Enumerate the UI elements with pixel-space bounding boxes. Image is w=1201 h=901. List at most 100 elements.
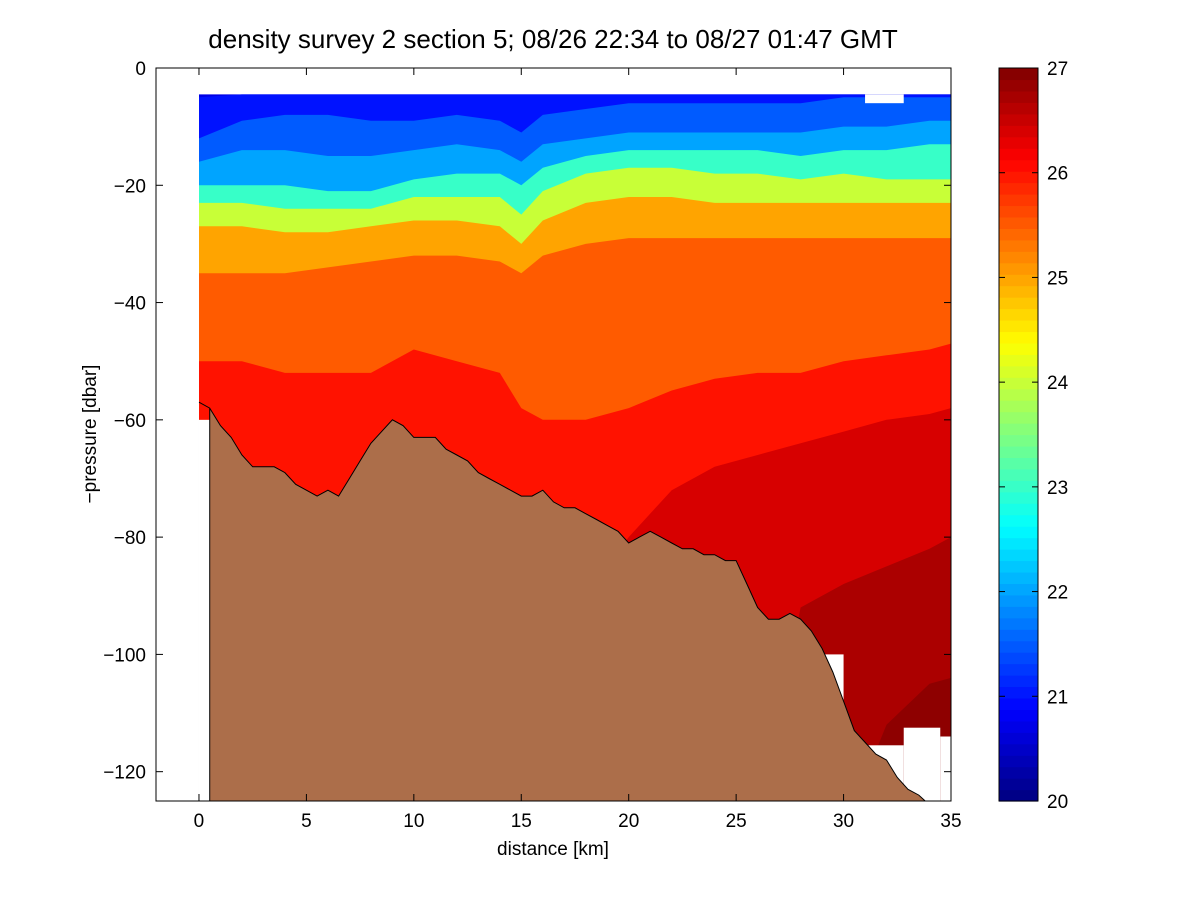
no-data-patch — [156, 94, 199, 801]
colorbar-band — [999, 503, 1038, 516]
colorbar-band — [999, 251, 1038, 264]
colorbar-band — [999, 388, 1038, 401]
colorbar-band — [999, 434, 1038, 447]
colorbar-band — [999, 537, 1038, 550]
colorbar-band — [999, 331, 1038, 344]
colorbar-band — [999, 262, 1038, 275]
no-data-patch — [198, 419, 212, 801]
colorbar-band — [999, 583, 1038, 596]
y-axis-label: −pressure [dbar] — [80, 365, 101, 504]
y-tick-label: −60 — [114, 411, 146, 432]
colorbar-band — [999, 766, 1038, 779]
colorbar-band — [999, 560, 1038, 573]
colorbar-band — [999, 423, 1038, 436]
colorbar-band — [999, 171, 1038, 184]
colorbar-band — [999, 228, 1038, 241]
x-tick-label: 30 — [833, 811, 854, 832]
colorbar-band — [999, 743, 1038, 756]
colorbar-band — [999, 617, 1038, 630]
colorbar-band — [999, 205, 1038, 218]
y-tick-label: −80 — [114, 528, 146, 549]
y-tick-label: −100 — [103, 645, 146, 666]
colorbar-band — [999, 652, 1038, 665]
colorbar-band — [999, 102, 1038, 115]
colorbar-band — [999, 789, 1038, 802]
colorbar-band — [999, 365, 1038, 378]
colorbar-band — [999, 445, 1038, 459]
no-data-patch — [903, 727, 941, 801]
x-axis-label: distance [km] — [497, 839, 609, 860]
colorbar-band — [999, 136, 1038, 149]
colorbar-band — [999, 571, 1038, 584]
colorbar-band — [999, 732, 1038, 745]
colorbar-tick-label: 20 — [1047, 792, 1068, 813]
colorbar-band — [999, 549, 1038, 562]
colorbar — [999, 68, 1038, 802]
colorbar-tick-label: 24 — [1047, 373, 1069, 394]
no-data-patch — [865, 94, 904, 104]
colorbar-band — [999, 457, 1038, 470]
colorbar-band — [999, 629, 1038, 642]
y-tick-label: −120 — [103, 763, 146, 784]
colorbar-band — [999, 400, 1038, 413]
colorbar-band — [999, 193, 1038, 207]
colorbar-band — [999, 354, 1038, 367]
colorbar-tick-label: 27 — [1047, 59, 1068, 80]
colorbar-band — [999, 159, 1038, 172]
colorbar-band — [999, 285, 1038, 298]
colorbar-band — [999, 526, 1038, 539]
colorbar-band — [999, 606, 1038, 619]
colorbar-band — [999, 125, 1038, 138]
colorbar-band — [999, 90, 1038, 103]
colorbar-band — [999, 480, 1038, 493]
colorbar-band — [999, 686, 1038, 699]
colorbar-tick-label: 25 — [1047, 268, 1068, 289]
colorbar-band — [999, 778, 1038, 791]
colorbar-band — [999, 182, 1038, 195]
colorbar-tick-label: 23 — [1047, 478, 1068, 499]
colorbar-band — [999, 377, 1038, 390]
colorbar-tick-label: 21 — [1047, 687, 1068, 708]
no-data-patch — [940, 736, 951, 801]
x-tick-label: 10 — [403, 811, 424, 832]
colorbar-band — [999, 720, 1038, 733]
y-axis: 0 −20 −40 −60 −80 −100 −120 — [103, 59, 951, 784]
colorbar-axis: 20 21 22 23 24 25 26 27 — [999, 59, 1069, 813]
x-axis: 0 5 10 15 20 25 30 35 — [194, 68, 962, 832]
colorbar-band — [999, 594, 1038, 607]
x-tick-label: 35 — [940, 811, 961, 832]
colorbar-band — [999, 297, 1038, 310]
x-tick-label: 0 — [194, 811, 205, 832]
colorbar-band — [999, 79, 1038, 92]
colorbar-band — [999, 491, 1038, 504]
colorbar-band — [999, 68, 1038, 81]
y-tick-label: −40 — [114, 294, 146, 315]
x-tick-label: 15 — [511, 811, 532, 832]
x-tick-label: 5 — [301, 811, 312, 832]
colorbar-frame — [998, 67, 1039, 802]
colorbar-band — [999, 468, 1038, 481]
colorbar-band — [999, 411, 1038, 424]
colorbar-tick-label: 22 — [1047, 583, 1068, 604]
colorbar-band — [999, 675, 1038, 688]
plot-frame — [155, 67, 952, 802]
colorbar-band — [999, 514, 1038, 527]
colorbar-band — [999, 239, 1038, 252]
x-tick-label: 20 — [618, 811, 639, 832]
colorbar-band — [999, 755, 1038, 768]
colorbar-band — [999, 697, 1038, 710]
y-tick-label: 0 — [135, 59, 146, 80]
y-tick-label: −20 — [114, 176, 146, 197]
colorbar-band — [999, 319, 1038, 333]
seafloor-bathymetry — [198, 401, 926, 801]
colorbar-band — [999, 663, 1038, 676]
colorbar-band — [999, 342, 1038, 355]
colorbar-band — [999, 148, 1038, 161]
colorbar-band — [999, 216, 1038, 229]
colorbar-band — [999, 308, 1038, 321]
colorbar-tick-label: 26 — [1047, 164, 1068, 185]
colorbar-band — [999, 640, 1038, 653]
colorbar-band — [999, 274, 1038, 287]
x-tick-label: 25 — [726, 811, 747, 832]
